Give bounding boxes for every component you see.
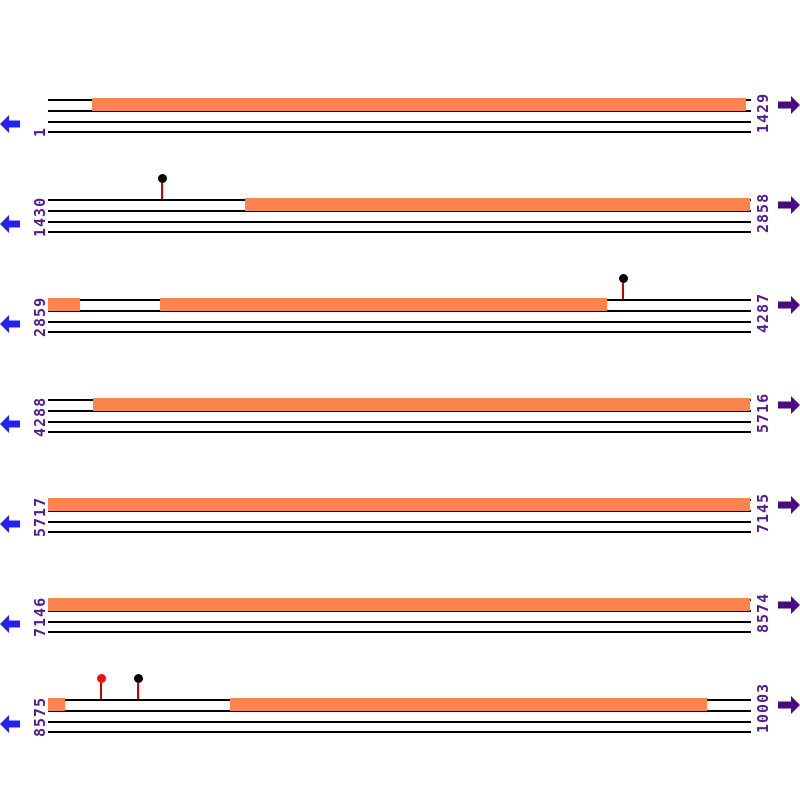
frame-line [48,531,751,533]
black-marker-dot-icon [134,674,143,683]
frame-line [48,621,751,623]
frame-line [48,131,751,133]
sequence-row: 7146 8574 [0,559,800,659]
frame-line [48,610,751,612]
feature-bar [230,698,707,711]
frame-line [48,321,751,323]
row-start-coordinate: 7146 [31,596,49,637]
row-start-coordinate: 2859 [31,296,49,337]
continue-left-arrow-icon[interactable] [0,615,20,633]
black-marker-dot-icon [619,274,628,283]
sequence-row: 2859 4287 [0,259,800,359]
frame-line [48,510,751,512]
feature-bar [93,398,750,411]
marker-stem [137,683,139,699]
frame-line [48,431,751,433]
frame-line [48,231,751,233]
frame-line [48,410,751,412]
continue-right-arrow-icon[interactable] [778,396,800,414]
row-start-coordinate: 5717 [31,496,49,537]
sequence-row: 8575 10003 [0,659,800,759]
frame-line [48,210,751,212]
continue-right-arrow-icon[interactable] [778,196,800,214]
sequence-row: 4288 5716 [0,359,800,459]
sequence-row: 5717 7145 [0,459,800,559]
row-end-coordinate: 2858 [754,192,772,233]
feature-bar [48,598,750,611]
frame-line [48,421,751,423]
row-start-coordinate: 4288 [31,396,49,437]
continue-right-arrow-icon[interactable] [778,596,800,614]
feature-bar [92,98,746,111]
row-end-coordinate: 7145 [754,492,772,533]
frame-line [48,731,751,733]
row-end-coordinate: 5716 [754,392,772,433]
frame-line [48,710,751,712]
continue-right-arrow-icon[interactable] [778,96,800,114]
red-marker-dot-icon [97,674,106,683]
frame-line [48,221,751,223]
frame-line [48,121,751,123]
row-end-coordinate: 8574 [754,592,772,633]
sequence-row: 1 1429 [0,59,800,159]
frame-line [48,631,751,633]
feature-bar [160,298,607,311]
frame-line [48,110,751,112]
frame-line [48,521,751,523]
continue-right-arrow-icon[interactable] [778,696,800,714]
row-end-coordinate: 4287 [754,292,772,333]
continue-left-arrow-icon[interactable] [0,515,20,533]
continue-left-arrow-icon[interactable] [0,315,20,333]
continue-left-arrow-icon[interactable] [0,415,20,433]
marker-stem [161,183,163,199]
continue-left-arrow-icon[interactable] [0,215,20,233]
row-start-coordinate: 8575 [31,696,49,737]
feature-bar [48,698,65,711]
sequence-row: 1430 2858 [0,159,800,259]
row-end-coordinate: 1429 [754,92,772,133]
marker-stem [622,283,624,299]
black-marker-dot-icon [158,174,167,183]
row-start-coordinate: 1430 [31,196,49,237]
marker-stem [100,683,102,699]
continue-left-arrow-icon[interactable] [0,715,20,733]
continue-left-arrow-icon[interactable] [0,115,20,133]
continue-right-arrow-icon[interactable] [778,296,800,314]
row-end-coordinate: 10003 [754,682,772,733]
frame-line [48,331,751,333]
continue-right-arrow-icon[interactable] [778,496,800,514]
frame-line [48,721,751,723]
feature-bar [48,298,80,311]
row-start-coordinate: 1 [31,126,49,137]
feature-bar [48,498,750,511]
feature-bar [245,198,750,211]
frame-line [48,310,751,312]
